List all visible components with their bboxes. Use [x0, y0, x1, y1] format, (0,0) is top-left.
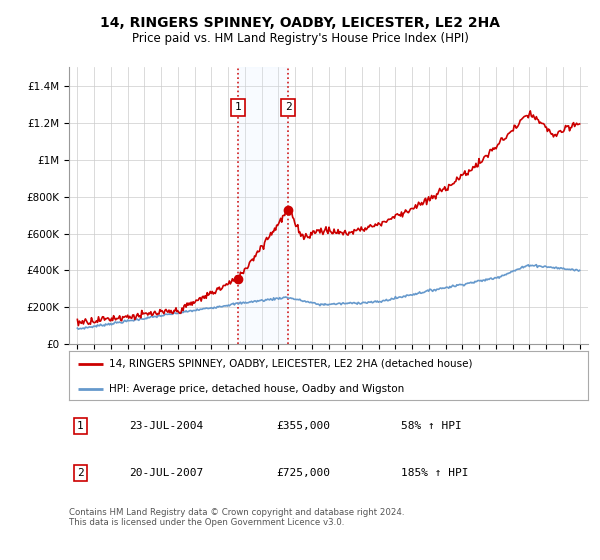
Text: 14, RINGERS SPINNEY, OADBY, LEICESTER, LE2 2HA: 14, RINGERS SPINNEY, OADBY, LEICESTER, L…	[100, 16, 500, 30]
Text: £725,000: £725,000	[277, 468, 331, 478]
Text: 185% ↑ HPI: 185% ↑ HPI	[401, 468, 469, 478]
Text: £355,000: £355,000	[277, 421, 331, 431]
Bar	[238, 67, 288, 344]
Text: 2: 2	[284, 102, 292, 113]
Text: 58% ↑ HPI: 58% ↑ HPI	[401, 421, 462, 431]
Text: 23-JUL-2004: 23-JUL-2004	[128, 421, 203, 431]
Text: Price paid vs. HM Land Registry's House Price Index (HPI): Price paid vs. HM Land Registry's House …	[131, 32, 469, 45]
Text: 20-JUL-2007: 20-JUL-2007	[128, 468, 203, 478]
Text: HPI: Average price, detached house, Oadby and Wigston: HPI: Average price, detached house, Oadb…	[109, 384, 405, 394]
Text: Contains HM Land Registry data © Crown copyright and database right 2024.
This d: Contains HM Land Registry data © Crown c…	[69, 508, 404, 528]
Text: 14, RINGERS SPINNEY, OADBY, LEICESTER, LE2 2HA (detached house): 14, RINGERS SPINNEY, OADBY, LEICESTER, L…	[109, 359, 473, 369]
Text: 1: 1	[235, 102, 241, 113]
Text: 1: 1	[77, 421, 84, 431]
Text: 2: 2	[77, 468, 84, 478]
